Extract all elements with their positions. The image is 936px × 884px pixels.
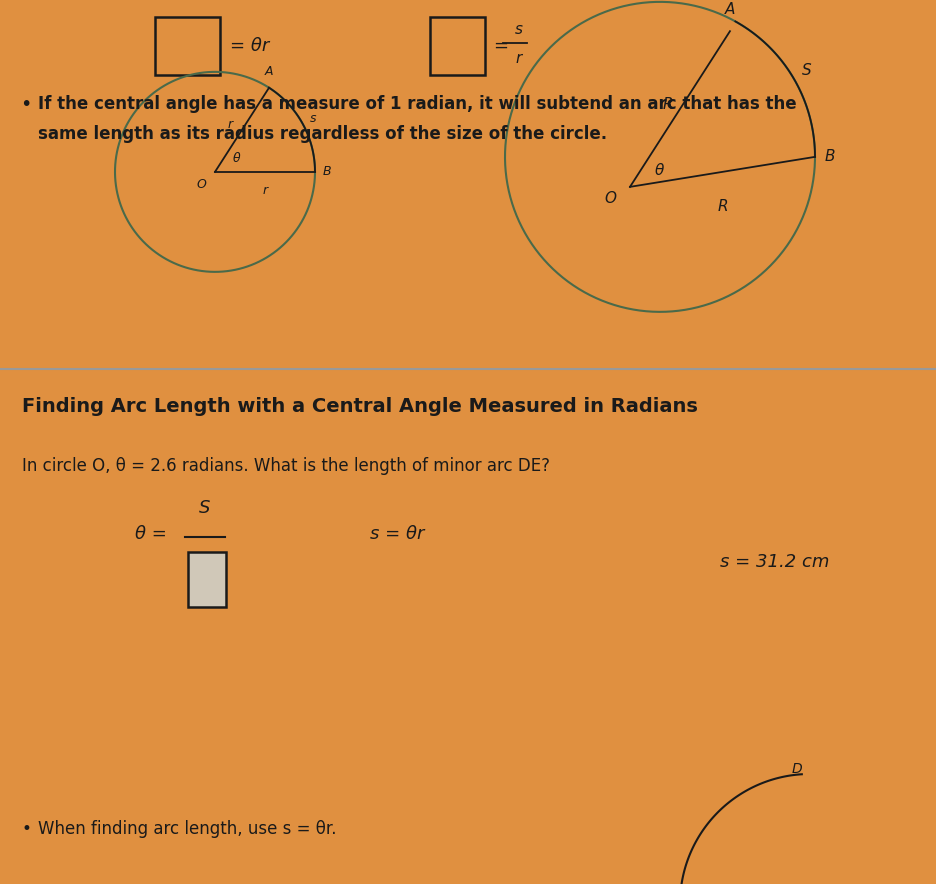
Text: A: A	[724, 2, 735, 17]
Text: s = θr: s = θr	[370, 525, 424, 543]
Text: O: O	[196, 178, 206, 191]
Text: S: S	[199, 499, 211, 517]
Text: •: •	[22, 820, 32, 838]
Text: θ: θ	[655, 163, 665, 178]
Bar	[155, 17, 220, 75]
Text: R: R	[717, 199, 728, 214]
Text: In circle O, θ = 2.6 radians. What is the length of minor arc DE?: In circle O, θ = 2.6 radians. What is th…	[22, 457, 550, 475]
Text: O: O	[604, 191, 616, 206]
Text: S: S	[802, 63, 812, 78]
Text: If the central angle has a measure of 1 radian, it will subtend an arc that has : If the central angle has a measure of 1 …	[38, 95, 797, 113]
Text: B: B	[825, 149, 836, 164]
Text: B: B	[323, 165, 331, 179]
Text: same length as its radius regardless of the size of the circle.: same length as its radius regardless of …	[38, 125, 607, 143]
Text: r: r	[262, 184, 268, 197]
Text: When finding arc length, use s = θr.: When finding arc length, use s = θr.	[38, 820, 337, 838]
Text: r: r	[227, 118, 232, 132]
Bar	[430, 17, 485, 75]
Text: s: s	[515, 22, 523, 37]
Text: r: r	[515, 51, 521, 66]
Text: R: R	[663, 96, 673, 111]
Text: θ: θ	[233, 152, 241, 164]
Text: s = 31.2 cm: s = 31.2 cm	[720, 552, 829, 571]
Text: •: •	[20, 95, 32, 114]
Bar	[188, 552, 226, 606]
Text: = θr: = θr	[230, 37, 270, 55]
Text: A: A	[265, 65, 273, 78]
Text: θ =: θ =	[135, 525, 167, 543]
Text: s: s	[310, 111, 316, 125]
Text: D: D	[792, 762, 802, 776]
Text: Finding Arc Length with a Central Angle Measured in Radians: Finding Arc Length with a Central Angle …	[22, 397, 698, 415]
Text: =: =	[493, 37, 508, 55]
